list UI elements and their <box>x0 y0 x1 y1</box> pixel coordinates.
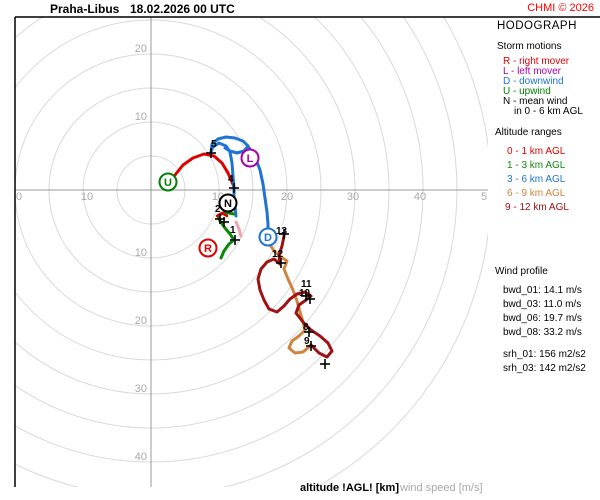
storm-arc-upwind <box>173 152 236 189</box>
axis-tick-labels: 0 10 10 20 30 40 5 20 10 10 20 30 40 <box>16 43 487 463</box>
storm-marker-N: N <box>218 193 238 213</box>
svg-text:L: L <box>247 153 254 165</box>
axes <box>15 17 488 487</box>
altitude-mark-x <box>219 217 229 227</box>
svg-text:D: D <box>264 232 272 244</box>
speed-tick-label: 30 <box>347 191 359 203</box>
speed-tick-label: 20 <box>281 191 293 203</box>
speed-tick-label: 40 <box>414 191 426 203</box>
speed-tick-label: 10 <box>135 111 147 123</box>
storm-marker-U: U <box>158 172 178 192</box>
legend-range-1-3: 1 - 3 km AGL <box>507 160 566 171</box>
storm-marker-R: R <box>198 238 218 258</box>
speed-tick-label: 20 <box>135 43 147 55</box>
speed-tick-label: 10 <box>135 247 147 259</box>
legend-right-mover: R - right mover <box>503 56 570 67</box>
panel-title: HODOGRAPH <box>497 20 577 32</box>
svg-text:5: 5 <box>211 139 217 150</box>
altitude-mark-11: 11 <box>301 279 315 304</box>
copyright-label: CHMI © 2026 <box>527 2 594 14</box>
altitude-axis-caption: altitude !AGL! [km] <box>300 482 399 494</box>
svg-text:R: R <box>204 243 212 255</box>
plot-border <box>14 16 600 487</box>
svg-text:1: 1 <box>230 225 236 236</box>
storm-motion-markers: U L N R D <box>158 148 278 258</box>
speed-tick-label: 30 <box>135 383 147 395</box>
svg-text:13: 13 <box>276 226 288 237</box>
storm-motions-title: Storm motions <box>497 41 562 52</box>
altitude-mark-1: 1 <box>230 225 240 245</box>
altitude-mark-x <box>320 359 330 369</box>
speed-tick-label: 40 <box>135 451 147 463</box>
svg-text:8: 8 <box>303 322 309 333</box>
speed-rings <box>15 17 488 487</box>
wind-speed-axis-caption: wind speed [m/s] <box>400 482 483 494</box>
trace-0-1km <box>215 211 229 218</box>
svg-text:10: 10 <box>299 288 311 299</box>
srh-03-value: srh_03: 142 m2/s2 <box>503 363 586 374</box>
speed-tick-label: 5 <box>481 191 487 203</box>
svg-text:9: 9 <box>304 336 310 347</box>
storm-marker-D: D <box>258 227 278 247</box>
trace-5-6km-loop <box>209 135 250 155</box>
trace-1-3km <box>216 211 236 260</box>
svg-text:12: 12 <box>272 249 284 260</box>
legend-range-0-1: 0 - 1 km AGL <box>507 146 566 157</box>
legend-range-6-9: 6 - 9 km AGL <box>507 188 566 199</box>
datetime-label: 18.02.2026 00 UTC <box>130 2 235 16</box>
altitude-mark-8: 8 <box>303 322 314 337</box>
legend-upwind: U - upwind <box>503 86 551 97</box>
speed-tick-label: 10 <box>81 191 93 203</box>
altitude-ranges-title: Altitude ranges <box>495 127 562 138</box>
wind-profile-title: Wind profile <box>495 266 548 277</box>
speed-tick-label: 0 <box>16 191 22 203</box>
svg-text:2: 2 <box>215 204 221 215</box>
speed-tick-label: 20 <box>135 315 147 327</box>
svg-text:U: U <box>164 177 172 189</box>
legend-downwind: D - downwind <box>503 76 564 87</box>
altitude-mark-9: 9 <box>304 336 316 351</box>
svg-text:N: N <box>224 198 232 210</box>
bwd-03-value: bwd_03: 11.0 m/s <box>503 299 582 310</box>
legend-mean-wind-sub: in 0 - 6 km AGL <box>514 106 583 117</box>
altitude-mark-4: 4 <box>228 174 239 193</box>
legend-range-9-12: 9 - 12 km AGL <box>505 202 569 213</box>
svg-text:4: 4 <box>228 174 234 185</box>
bwd-06-value: bwd_06: 19.7 m/s <box>503 313 582 324</box>
trace-pink-segment <box>234 220 243 238</box>
station-name: Praha-Libus <box>50 2 120 16</box>
srh-01-value: srh_01: 156 m2/s2 <box>503 349 586 360</box>
trace-9-12km <box>256 234 334 359</box>
trace-6-9km <box>267 241 313 355</box>
altitude-mark-12: 12 <box>272 249 286 268</box>
legend-range-3-6: 3 - 6 km AGL <box>507 174 566 185</box>
svg-text:11: 11 <box>301 279 312 290</box>
bwd-01-value: bwd_01: 14.1 m/s <box>503 285 582 296</box>
altitude-mark-13: 13 <box>276 226 289 239</box>
storm-marker-L: L <box>240 148 260 168</box>
legend-left-mover: L - left mover <box>503 66 561 77</box>
altitude-mark-5: 5 <box>206 139 217 158</box>
bwd-08-value: bwd_08: 33.2 m/s <box>503 327 582 338</box>
legend-mean-wind: N - mean wind <box>503 96 568 107</box>
